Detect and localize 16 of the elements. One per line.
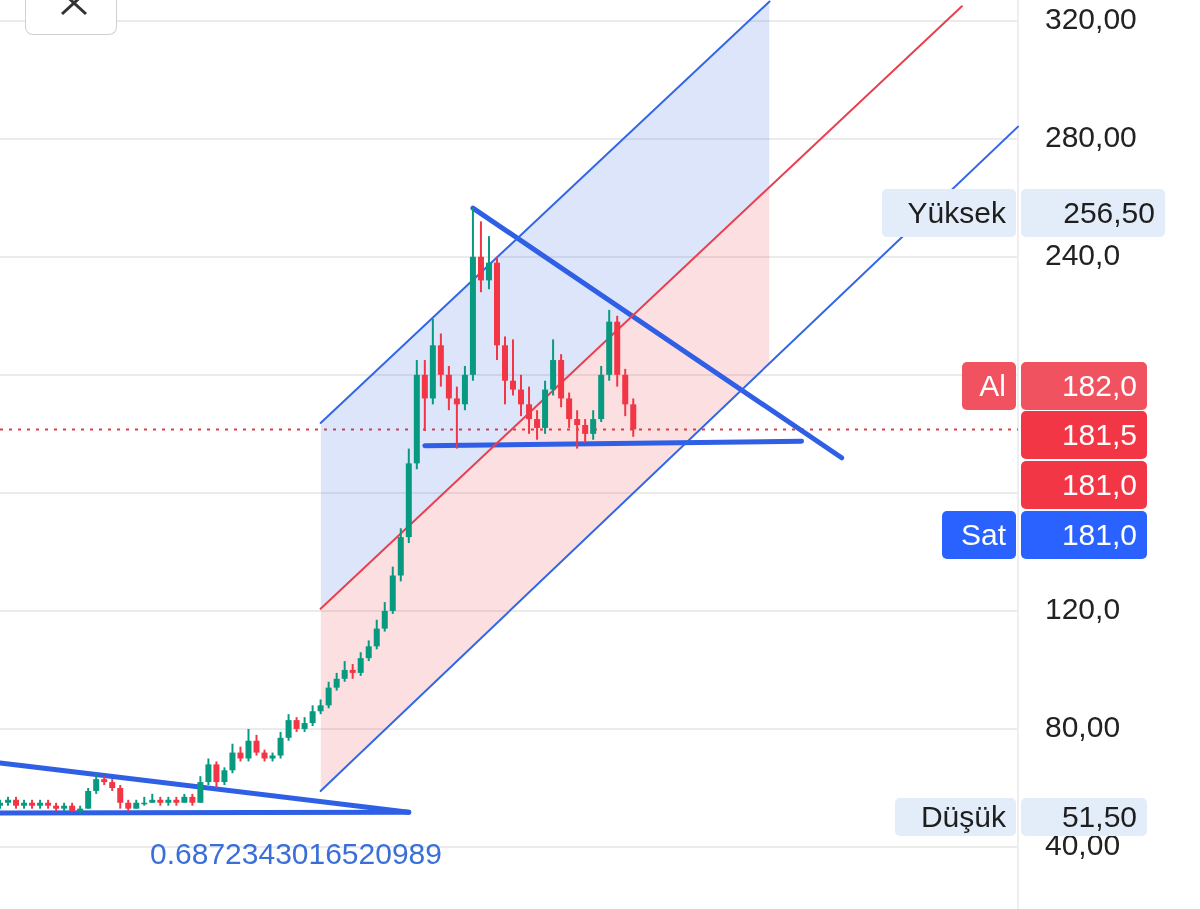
text: 51,50 [1021,798,1147,836]
y-tick-label: 320,00 [1045,1,1137,35]
text: 256,50 [1021,189,1165,237]
text: 181,0 [1021,461,1147,509]
annotation: Al [962,362,1016,410]
y-tick-label: 280,00 [1045,119,1137,153]
annotation: Düşük [895,798,1016,836]
text: 181,0 [1021,511,1147,559]
text: 182,0 [1021,362,1147,410]
annotation: Sat [942,511,1016,559]
annotation: 0.6872343016520989 [150,836,443,872]
y-tick-label: 80,00 [1045,710,1121,744]
y-tick-label: 240,0 [1045,238,1121,272]
annotation: Yüksek [882,189,1016,237]
text: 181,5 [1021,411,1147,459]
y-tick-label: 120,0 [1045,592,1121,626]
